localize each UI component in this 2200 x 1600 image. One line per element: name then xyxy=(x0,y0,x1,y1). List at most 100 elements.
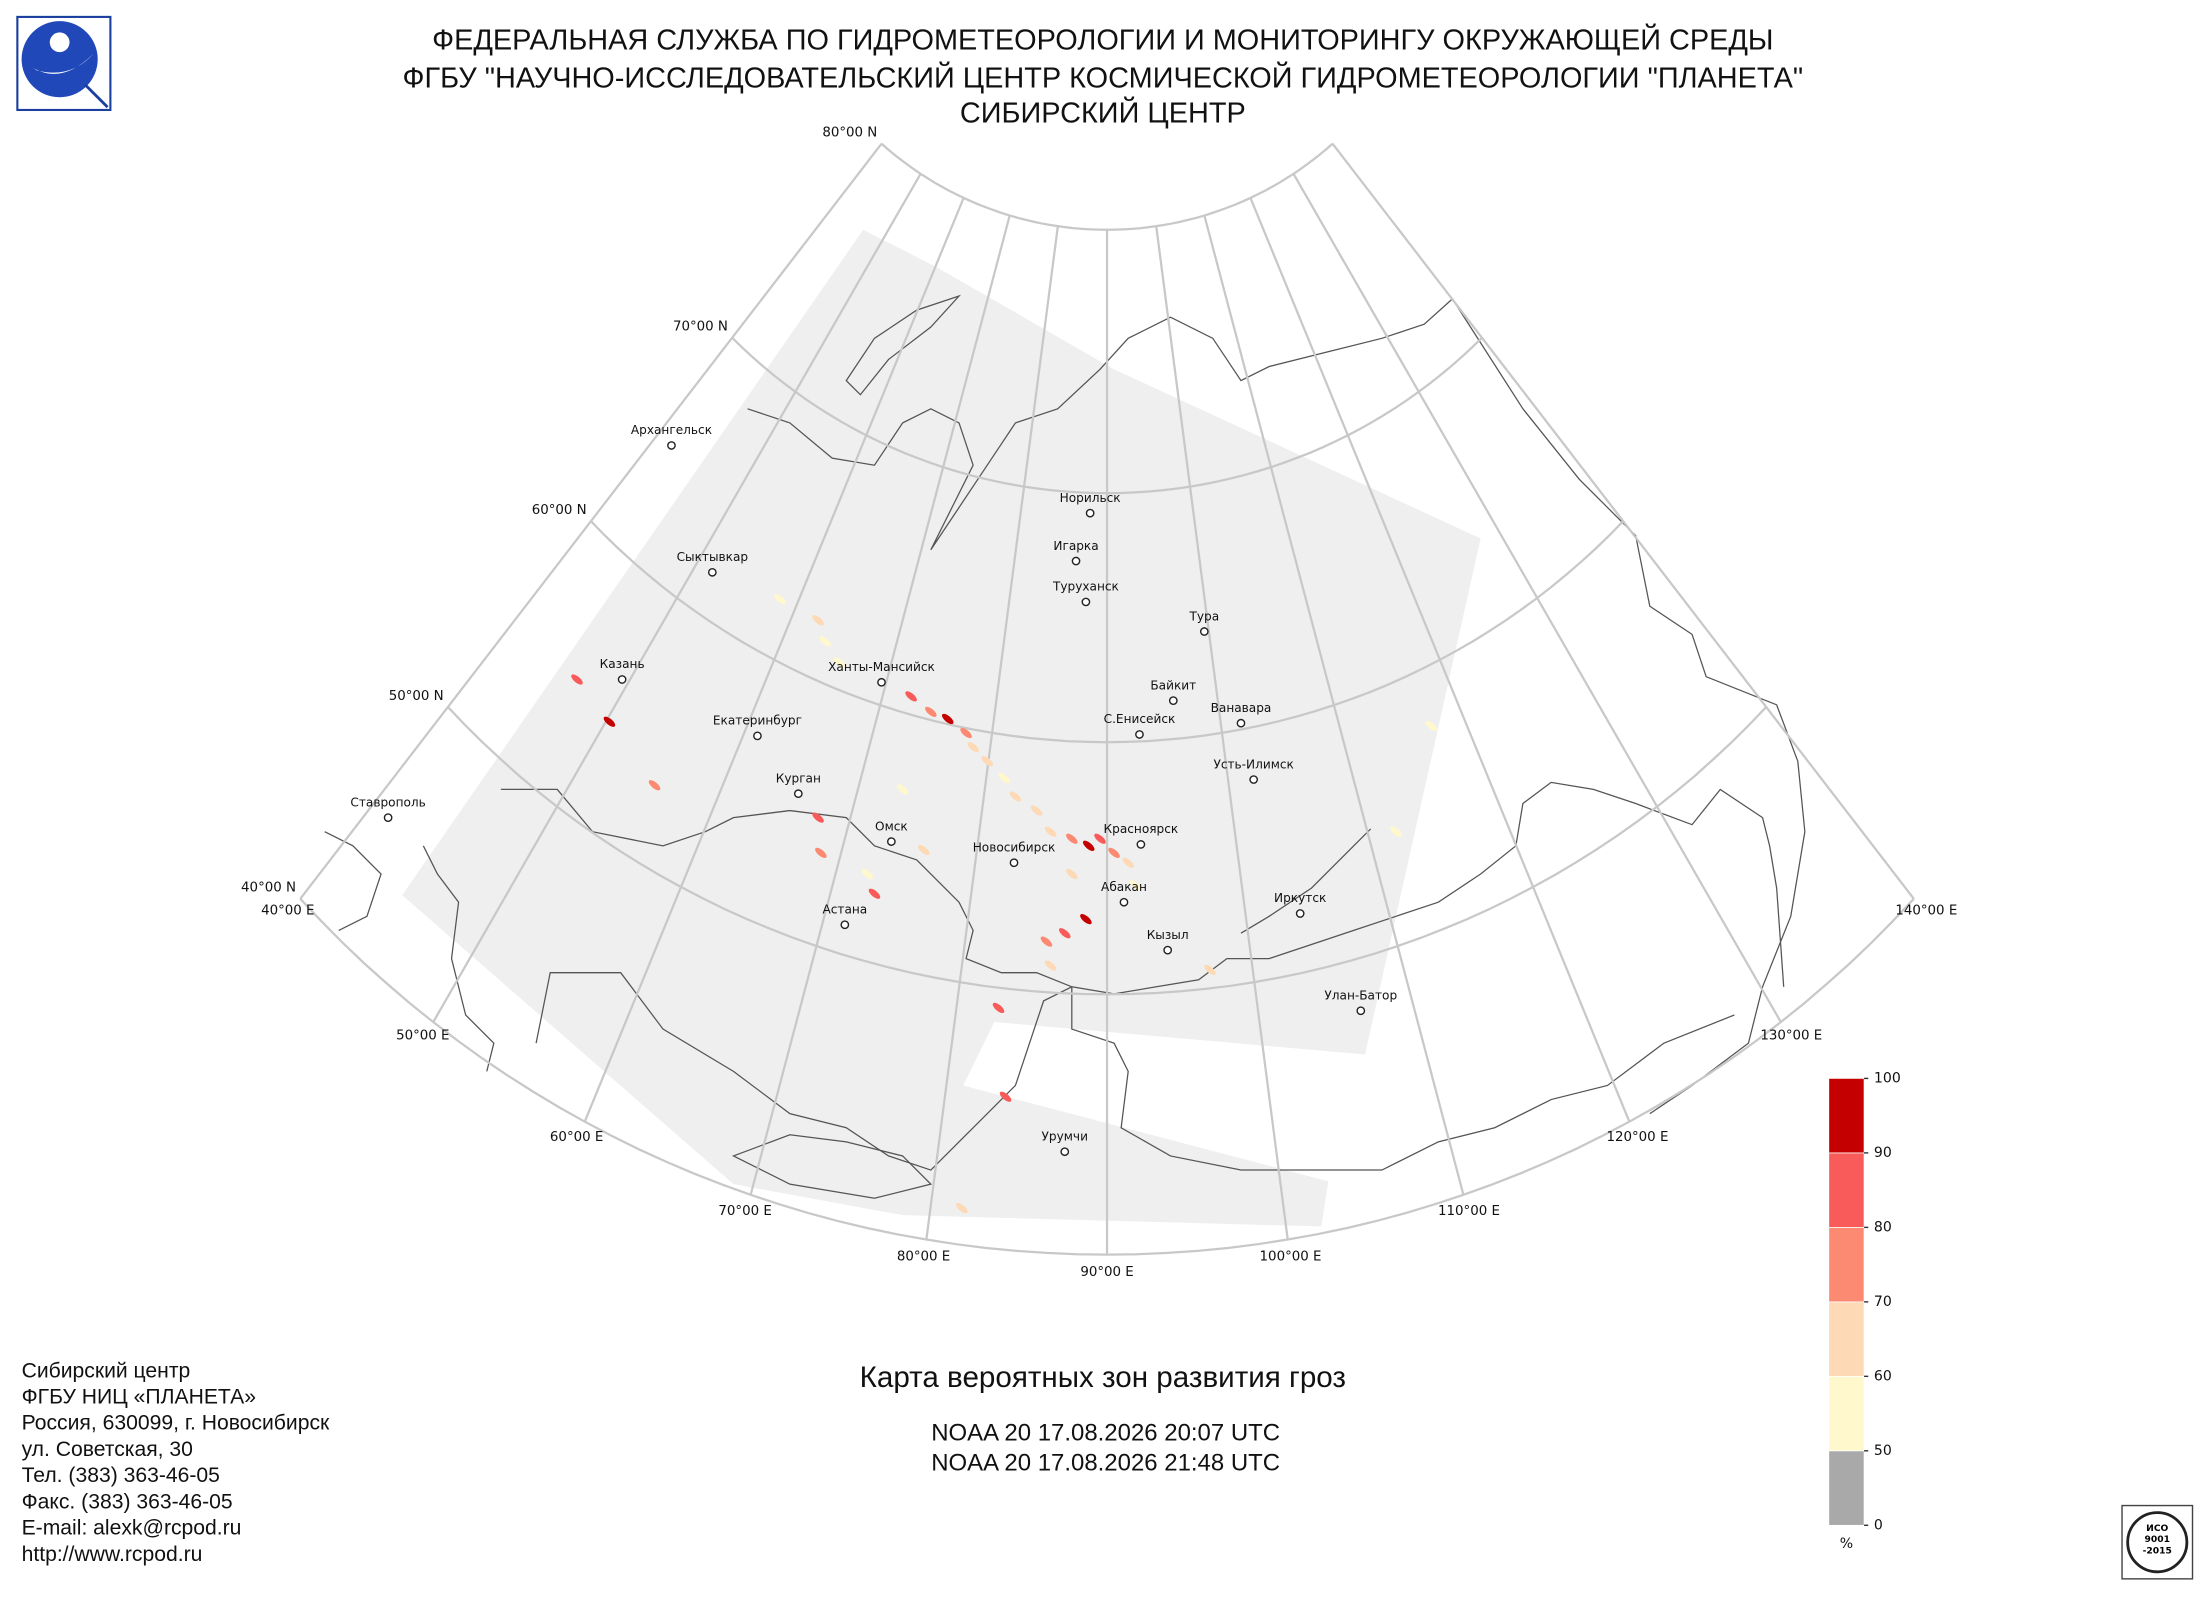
city-label: Туруханск xyxy=(1052,580,1119,594)
storm-zone xyxy=(868,888,881,899)
storm-zone xyxy=(1040,936,1053,947)
city-label: Новосибирск xyxy=(973,840,1056,854)
longitude-label: 50°00 E xyxy=(396,1029,449,1044)
pass-line: NOAA 20 17.08.2026 20:07 UTC xyxy=(931,1420,1280,1447)
colorbar-segment xyxy=(1828,1301,1865,1377)
storm-zones xyxy=(571,594,1438,1214)
meridian xyxy=(1203,215,1465,1196)
meridian xyxy=(1155,226,1289,1240)
longitude-label: 80°00 E xyxy=(897,1249,950,1264)
storm-zone xyxy=(648,780,661,791)
city-marker xyxy=(1071,556,1081,566)
storm-zone xyxy=(896,784,909,795)
city-label: Екатеринбург xyxy=(713,714,802,728)
colorbar-tick-label: 60 xyxy=(1874,1369,1892,1385)
city-marker xyxy=(1295,909,1305,918)
meridian xyxy=(1249,197,1631,1123)
colorbar-segment xyxy=(1828,1078,1865,1154)
city-marker xyxy=(793,789,803,799)
storm-zone xyxy=(918,844,930,856)
city-label: С.Енисейск xyxy=(1104,712,1176,726)
city-label: Усть-Илимск xyxy=(1213,757,1293,771)
satellite-swath xyxy=(402,229,1481,1227)
contact-line: ФГБУ НИЦ «ПЛАНЕТА» xyxy=(22,1385,256,1408)
badge-text: ИСО xyxy=(2146,1523,2168,1534)
city-label: Красноярск xyxy=(1104,822,1179,836)
city-marker xyxy=(1060,1147,1070,1157)
storm-zone xyxy=(981,756,993,767)
city-label: Байкит xyxy=(1150,678,1196,692)
city-marker xyxy=(1136,840,1146,849)
storm-zone xyxy=(967,742,979,753)
city-marker xyxy=(1168,696,1178,705)
city-label: Игарка xyxy=(1053,539,1098,553)
city-marker xyxy=(1236,718,1246,728)
meridian xyxy=(925,226,1059,1240)
storm-zone xyxy=(956,1202,968,1214)
contact-line: Факс. (383) 363-46-05 xyxy=(22,1490,233,1513)
storm-zone xyxy=(1390,826,1402,837)
storm-zone xyxy=(603,716,616,727)
city-marker xyxy=(1085,508,1095,518)
storm-zone xyxy=(1066,868,1078,880)
parallel xyxy=(299,898,1915,1256)
storm-zone xyxy=(1044,826,1057,837)
city-label: Ванавара xyxy=(1211,701,1272,715)
city-label: Курган xyxy=(776,771,821,785)
storm-zone xyxy=(941,713,954,725)
city-marker xyxy=(840,920,850,930)
contact-block: Сибирский центр ФГБУ НИЦ «ПЛАНЕТА» Россия,… xyxy=(22,1359,330,1566)
contact-line: E-mail: alexk@rcpod.ru xyxy=(22,1517,242,1540)
city-marker xyxy=(1119,897,1129,907)
meridian xyxy=(1292,173,1782,1023)
city-marker xyxy=(877,677,886,687)
storm-zone xyxy=(815,847,827,858)
colorbar-segment xyxy=(1828,1152,1865,1228)
city-label: Ханты-Мансийск xyxy=(828,660,935,674)
meridian xyxy=(749,215,1011,1196)
storm-zone xyxy=(1094,833,1106,844)
city-label: Кызыл xyxy=(1147,928,1189,942)
city-marker xyxy=(667,441,676,450)
contact-line: http://www.rcpod.ru xyxy=(22,1543,203,1566)
storm-zone xyxy=(998,773,1010,784)
header-line: СИБИРСКИЙ ЦЕНТР xyxy=(960,96,1246,130)
city-label: Казань xyxy=(600,657,645,671)
colorbar: 0 50 60 70 80 90 100% xyxy=(1828,1071,1901,1552)
storm-zone xyxy=(774,594,786,605)
storm-zone xyxy=(1122,857,1134,868)
city-marker xyxy=(707,567,717,577)
longitude-label: 100°00 E xyxy=(1260,1249,1322,1264)
colorbar-tick-label: 80 xyxy=(1874,1220,1892,1236)
longitude-label: 130°00 E xyxy=(1760,1029,1822,1044)
city-marker xyxy=(1356,1006,1366,1016)
colorbar-segment xyxy=(1828,1375,1865,1452)
pass-line: NOAA 20 17.08.2026 21:48 UTC xyxy=(931,1449,1280,1476)
storm-zone xyxy=(1080,914,1092,925)
storm-zone xyxy=(1066,833,1078,844)
city-label: Архангельск xyxy=(631,423,712,437)
city-label: Астана xyxy=(822,902,867,916)
city-label: Ставрополь xyxy=(350,795,425,809)
contact-line: Россия, 630099, г. Новосибирск xyxy=(22,1412,330,1435)
storm-zone xyxy=(1425,720,1438,732)
city-label: Сыктывкар xyxy=(677,550,749,564)
meridian xyxy=(432,173,922,1023)
colorbar-segment xyxy=(1828,1227,1865,1303)
storm-zone xyxy=(1044,960,1057,971)
city-marker xyxy=(1135,730,1144,739)
city-label: Абакан xyxy=(1101,880,1147,894)
badge-text: -2015 xyxy=(2143,1545,2172,1556)
contact-line: Тел. (383) 363-46-05 xyxy=(22,1464,220,1487)
storm-zone xyxy=(819,636,831,647)
longitude-label: 140°00 E xyxy=(1895,903,1957,918)
city-marker xyxy=(1163,945,1173,955)
city-marker xyxy=(753,731,762,741)
colorbar-segment xyxy=(1828,1450,1865,1526)
city-label: Улан-Батор xyxy=(1324,988,1397,1002)
longitude-label: 110°00 E xyxy=(1438,1204,1500,1219)
city-label: Иркутск xyxy=(1274,891,1326,905)
storm-zone xyxy=(1030,805,1043,816)
header-line: ФГБУ "НАУЧНО-ИССЛЕДОВАТЕЛЬСКИЙ ЦЕНТР КОС… xyxy=(403,60,1804,94)
logo xyxy=(16,15,112,112)
